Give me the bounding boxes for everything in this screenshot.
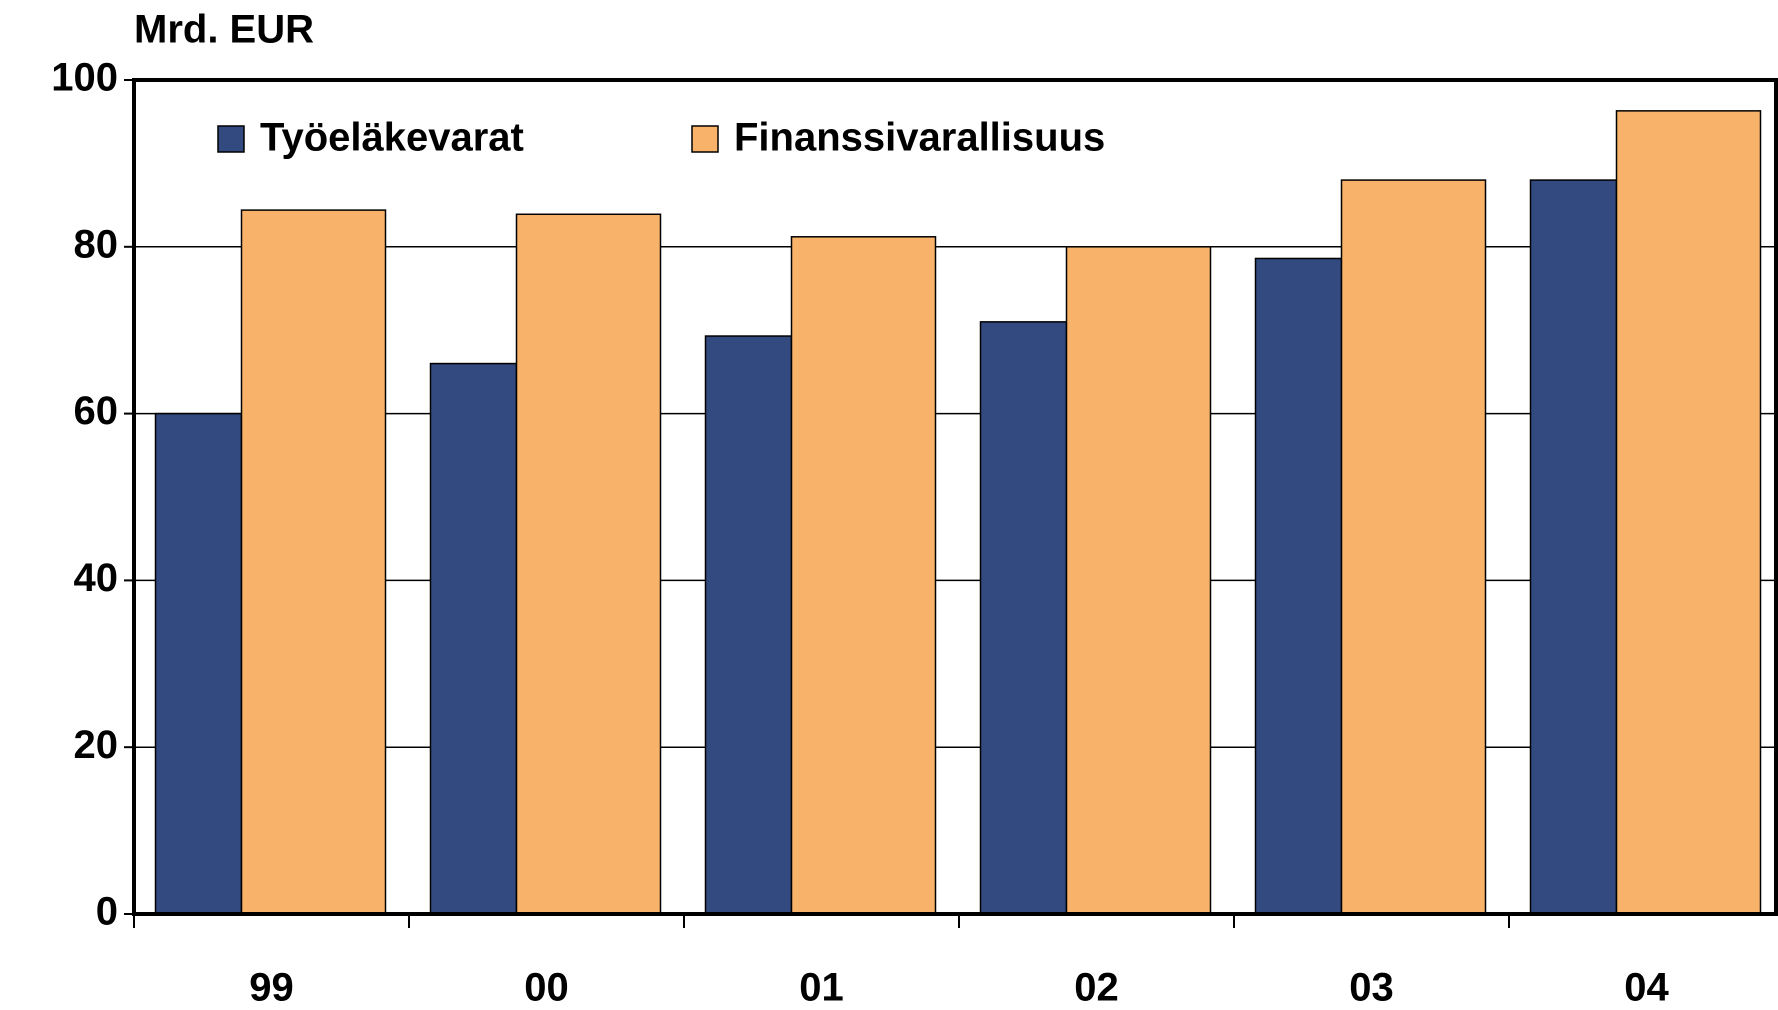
bar [154, 412, 243, 915]
legend-label: Finanssivarallisuus [734, 116, 1105, 160]
y-tick-label: 20 [74, 723, 119, 767]
bar [515, 213, 662, 915]
x-tick-label: 99 [249, 966, 294, 1010]
plot-frame [132, 78, 1778, 916]
y-tick-label: 0 [96, 890, 118, 934]
y-tick-label: 80 [74, 222, 119, 266]
bar [979, 321, 1068, 915]
y-tick-label: 100 [51, 56, 118, 100]
chart-title: Mrd. EUR [134, 8, 314, 52]
bar [1615, 110, 1762, 915]
bar [1340, 179, 1487, 915]
y-tick-label: 60 [74, 389, 119, 433]
bar [790, 236, 937, 915]
bar [429, 362, 518, 915]
y-tick-label: 40 [74, 556, 119, 600]
bar [1529, 179, 1618, 915]
x-tick-label: 04 [1624, 966, 1669, 1010]
x-tick-label: 01 [799, 966, 844, 1010]
bar [1254, 257, 1343, 915]
x-tick-label: 03 [1349, 966, 1394, 1010]
x-tick-label: 00 [524, 966, 569, 1010]
legend-label: Työeläkevarat [260, 116, 524, 160]
bar [704, 335, 793, 915]
x-tick-label: 02 [1074, 966, 1119, 1010]
legend-swatch [691, 125, 719, 153]
bar [1065, 246, 1212, 915]
bar [240, 209, 387, 915]
legend-swatch [217, 125, 245, 153]
